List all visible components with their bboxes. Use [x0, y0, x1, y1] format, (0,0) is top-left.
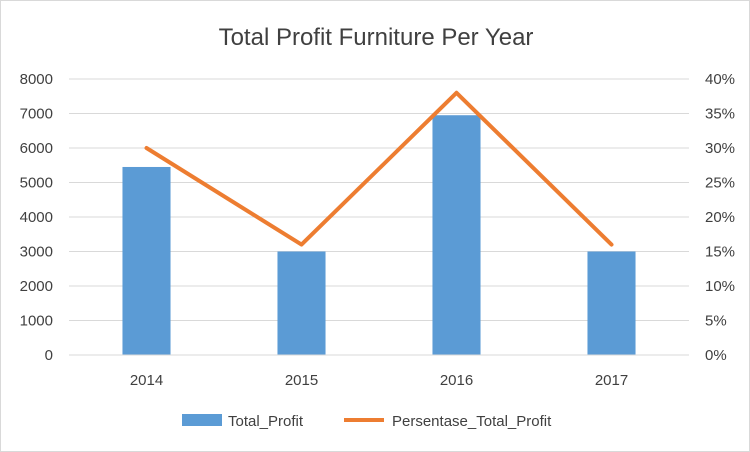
bar-total-profit-2017 [587, 251, 636, 355]
y-right-tick-label: 15% [705, 244, 735, 261]
y-left-tick-label: 8000 [20, 71, 53, 88]
y-right-tick-label: 25% [705, 175, 735, 192]
y-right-tick-label: 5% [705, 313, 727, 330]
line-persentase-total-profit [144, 90, 614, 247]
right-axis: 0% 5% 10% 15% 20% 25% 30% 35% 40% [705, 71, 735, 364]
y-left-tick-label: 3000 [20, 244, 53, 261]
legend: Total_Profit Persentase_Total_Profit [182, 413, 552, 430]
y-right-tick-label: 0% [705, 347, 727, 364]
bar-total-profit-2015 [277, 251, 326, 355]
bar-series [122, 115, 636, 355]
y-left-tick-label: 4000 [20, 209, 53, 226]
y-left-tick-label: 7000 [20, 106, 53, 123]
y-right-tick-label: 20% [705, 209, 735, 226]
chart-title: Total Profit Furniture Per Year [219, 24, 534, 51]
x-tick-label: 2015 [285, 372, 318, 389]
y-left-tick-label: 5000 [20, 175, 53, 192]
y-left-tick-label: 2000 [20, 278, 53, 295]
x-axis: 2014 2015 2016 2017 [69, 354, 689, 389]
bar-total-profit-2014 [122, 166, 171, 355]
y-right-tick-label: 40% [705, 71, 735, 88]
y-right-tick-label: 30% [705, 140, 735, 157]
y-left-tick-label: 6000 [20, 140, 53, 157]
x-tick-label: 2014 [130, 372, 163, 389]
y-right-tick-label: 10% [705, 278, 735, 295]
line-series [144, 90, 614, 247]
x-tick-label: 2016 [440, 372, 473, 389]
gridlines [69, 78, 689, 321]
legend-label-total-profit: Total_Profit [228, 413, 304, 430]
legend-swatch-total-profit [182, 414, 222, 426]
x-tick-label: 2017 [595, 372, 628, 389]
legend-label-persentase-total-profit: Persentase_Total_Profit [392, 413, 552, 430]
left-axis: 0 1000 2000 3000 4000 5000 6000 7000 8000 [20, 71, 53, 364]
bar-total-profit-2016 [432, 115, 481, 355]
y-left-tick-label: 0 [45, 347, 53, 364]
y-left-tick-label: 1000 [20, 313, 53, 330]
y-right-tick-label: 35% [705, 106, 735, 123]
